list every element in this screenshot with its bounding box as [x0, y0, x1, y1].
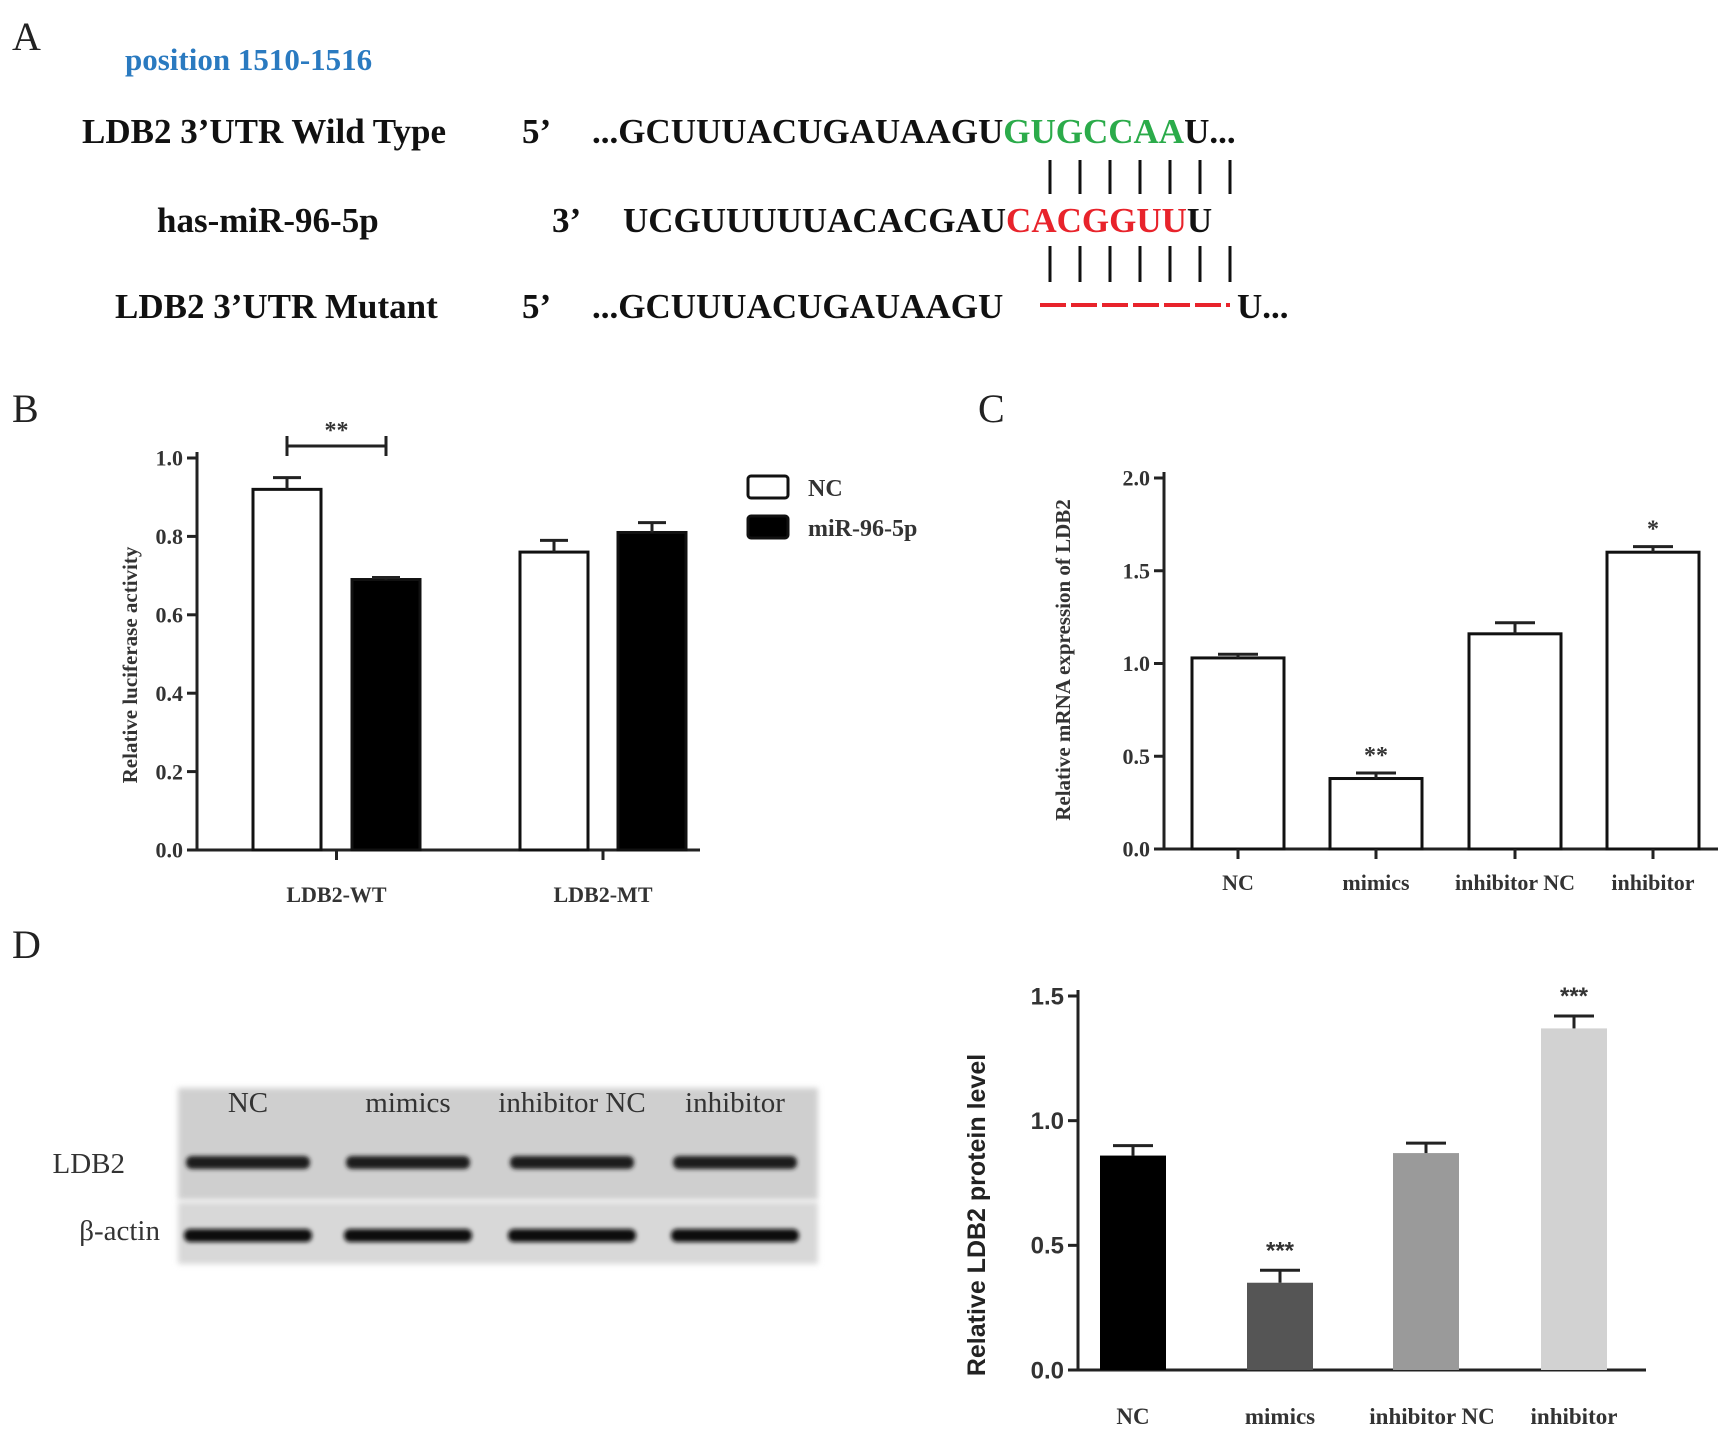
mutant-end: 5’ [522, 287, 551, 326]
mirna-suffix: U [1187, 201, 1212, 240]
chart-b-legend: NC miR-96-5p [746, 474, 917, 542]
y-tick-label: 2.0 [1123, 466, 1151, 491]
y-tick-label: 0.0 [1123, 837, 1151, 862]
mirna-prefix: UCGUUUUUACACGAU [623, 201, 1006, 240]
mutant-prefix: ...GCUUUACUGAUAAGU [592, 287, 1003, 326]
blot-band-ldb2 [186, 1156, 310, 1169]
blot-band-actin [344, 1229, 472, 1242]
significance-label: ** [325, 418, 349, 444]
y-tick-label: 0.0 [156, 838, 184, 863]
panel-label-d: D [12, 922, 41, 967]
x-tick-label: inhibitor [1611, 870, 1694, 895]
bar-inhibitor [1605, 550, 1701, 851]
bar-ldb2-mt-mir-96-5p [616, 530, 688, 852]
x-tick-label: NC [1116, 1404, 1149, 1429]
legend-label: NC [808, 476, 843, 502]
wild-type-end: 5’ [522, 112, 551, 151]
chart-d-ylabel: Relative LDB2 protein level [963, 1054, 991, 1376]
y-tick-label: 1.0 [1123, 651, 1151, 676]
blot-band-ldb2 [673, 1156, 797, 1169]
panel-label-a: A [12, 14, 41, 59]
legend-swatch-nc [746, 474, 790, 500]
x-tick-label: mimics [1342, 870, 1410, 895]
y-tick-label: 0.5 [1123, 744, 1151, 769]
mirna-seed-site: CACGGUU [1006, 201, 1187, 240]
blot-lane-label: NC [228, 1087, 268, 1119]
bar-ldb2-mt-nc [518, 550, 590, 852]
base-pair-lines-top [1048, 160, 1232, 194]
base-pair-lines-bottom [1048, 246, 1232, 282]
bar-ldb2-wt-mir-96-5p [350, 578, 422, 852]
blot-lane-label: mimics [365, 1087, 450, 1119]
blot-row-label-ldb2: LDB2 [53, 1148, 126, 1180]
wild-type-sequence: ...GCUUUACUGAUAAGUGUGCCAAU... [592, 112, 1236, 151]
bar-nc [1100, 1155, 1166, 1370]
x-tick-label: NC [1222, 870, 1254, 895]
significance-label: *** [1560, 983, 1589, 1010]
y-tick-label: 1.5 [1031, 983, 1064, 1010]
x-tick-label: LDB2-MT [554, 882, 653, 907]
bar-nc [1190, 656, 1286, 851]
bar-inhibitor [1541, 1028, 1607, 1370]
blot-lane-label: inhibitor [685, 1087, 785, 1119]
y-tick-label: 1.0 [1031, 1108, 1064, 1135]
y-tick-label: 0.2 [156, 759, 184, 784]
mutant-suffix: U... [1237, 287, 1289, 326]
y-tick-label: 0.0 [1031, 1357, 1064, 1384]
wild-type-seed-site: GUGCCAA [1003, 112, 1185, 151]
y-tick-label: 1.5 [1123, 558, 1151, 583]
blot-lane-label: inhibitor NC [498, 1087, 645, 1119]
bar-inhibitor-nc [1467, 632, 1563, 851]
y-tick-label: 0.6 [156, 603, 184, 628]
blot-row-label-actin: β-actin [79, 1215, 160, 1247]
position-label: position 1510-1516 [125, 42, 372, 77]
significance-label: *** [1266, 1237, 1295, 1264]
bar-ldb2-wt-nc [251, 487, 323, 852]
y-tick-label: 0.8 [156, 524, 184, 549]
chart-c-ylabel: Relative mRNA expression of LDB2 [1051, 499, 1075, 821]
mirna-sequence: UCGUUUUUACACGAUCACGGUUU [623, 201, 1212, 240]
western-blot: LDB2 β-actin NC mimics inhibitor NC inhibit… [53, 1087, 818, 1264]
panel-label-c: C [978, 386, 1005, 431]
panel-label-b: B [12, 386, 39, 431]
blot-membrane-ldb2 [178, 1088, 818, 1200]
x-tick-label: LDB2-WT [286, 882, 387, 907]
x-tick-label: inhibitor NC [1369, 1404, 1494, 1429]
legend-label: miR-96-5p [808, 516, 917, 542]
y-tick-label: 1.0 [156, 446, 184, 471]
panel-d-protein-chart: Relative LDB2 protein level 0.0 0.5 1.0 1.5… [963, 983, 1646, 1429]
bar-mimics [1247, 1282, 1313, 1370]
blot-band-actin [184, 1229, 312, 1242]
mirna-name: has-miR-96-5p [157, 201, 379, 240]
mutant-name: LDB2 3’UTR Mutant [115, 287, 438, 326]
y-tick-label: 0.5 [1031, 1233, 1064, 1260]
blot-band-actin [671, 1229, 799, 1242]
chart-b-ylabel: Relative luciferase activity [118, 546, 142, 783]
y-tick-label: 0.4 [156, 681, 184, 706]
blot-band-actin [508, 1229, 636, 1242]
significance-label: * [1647, 517, 1659, 543]
x-tick-label: inhibitor [1531, 1404, 1618, 1429]
wild-type-prefix: ...GCUUUACUGAUAAGU [592, 112, 1003, 151]
panel-c-mrna-chart: Relative mRNA expression of LDB2 0.0 0.5 1… [1051, 466, 1718, 895]
x-tick-label: inhibitor NC [1455, 870, 1575, 895]
blot-band-ldb2 [510, 1156, 634, 1169]
panel-b-luciferase-chart: Relative luciferase activity 0.0 0.2 0.4 0.… [118, 418, 700, 907]
bar-mimics [1328, 777, 1424, 851]
legend-swatch-mir-96-5p [746, 514, 790, 540]
x-tick-label: mimics [1245, 1404, 1315, 1429]
bar-inhibitor-nc [1393, 1153, 1459, 1370]
wild-type-name: LDB2 3’UTR Wild Type [82, 112, 446, 151]
wild-type-suffix: U... [1184, 112, 1236, 151]
panel-a-sequence-alignment: position 1510-1516 LDB2 3’UTR Wild Type … [82, 42, 1289, 326]
blot-band-ldb2 [346, 1156, 470, 1169]
mirna-end: 3’ [552, 201, 581, 240]
significance-label: ** [1364, 743, 1388, 769]
